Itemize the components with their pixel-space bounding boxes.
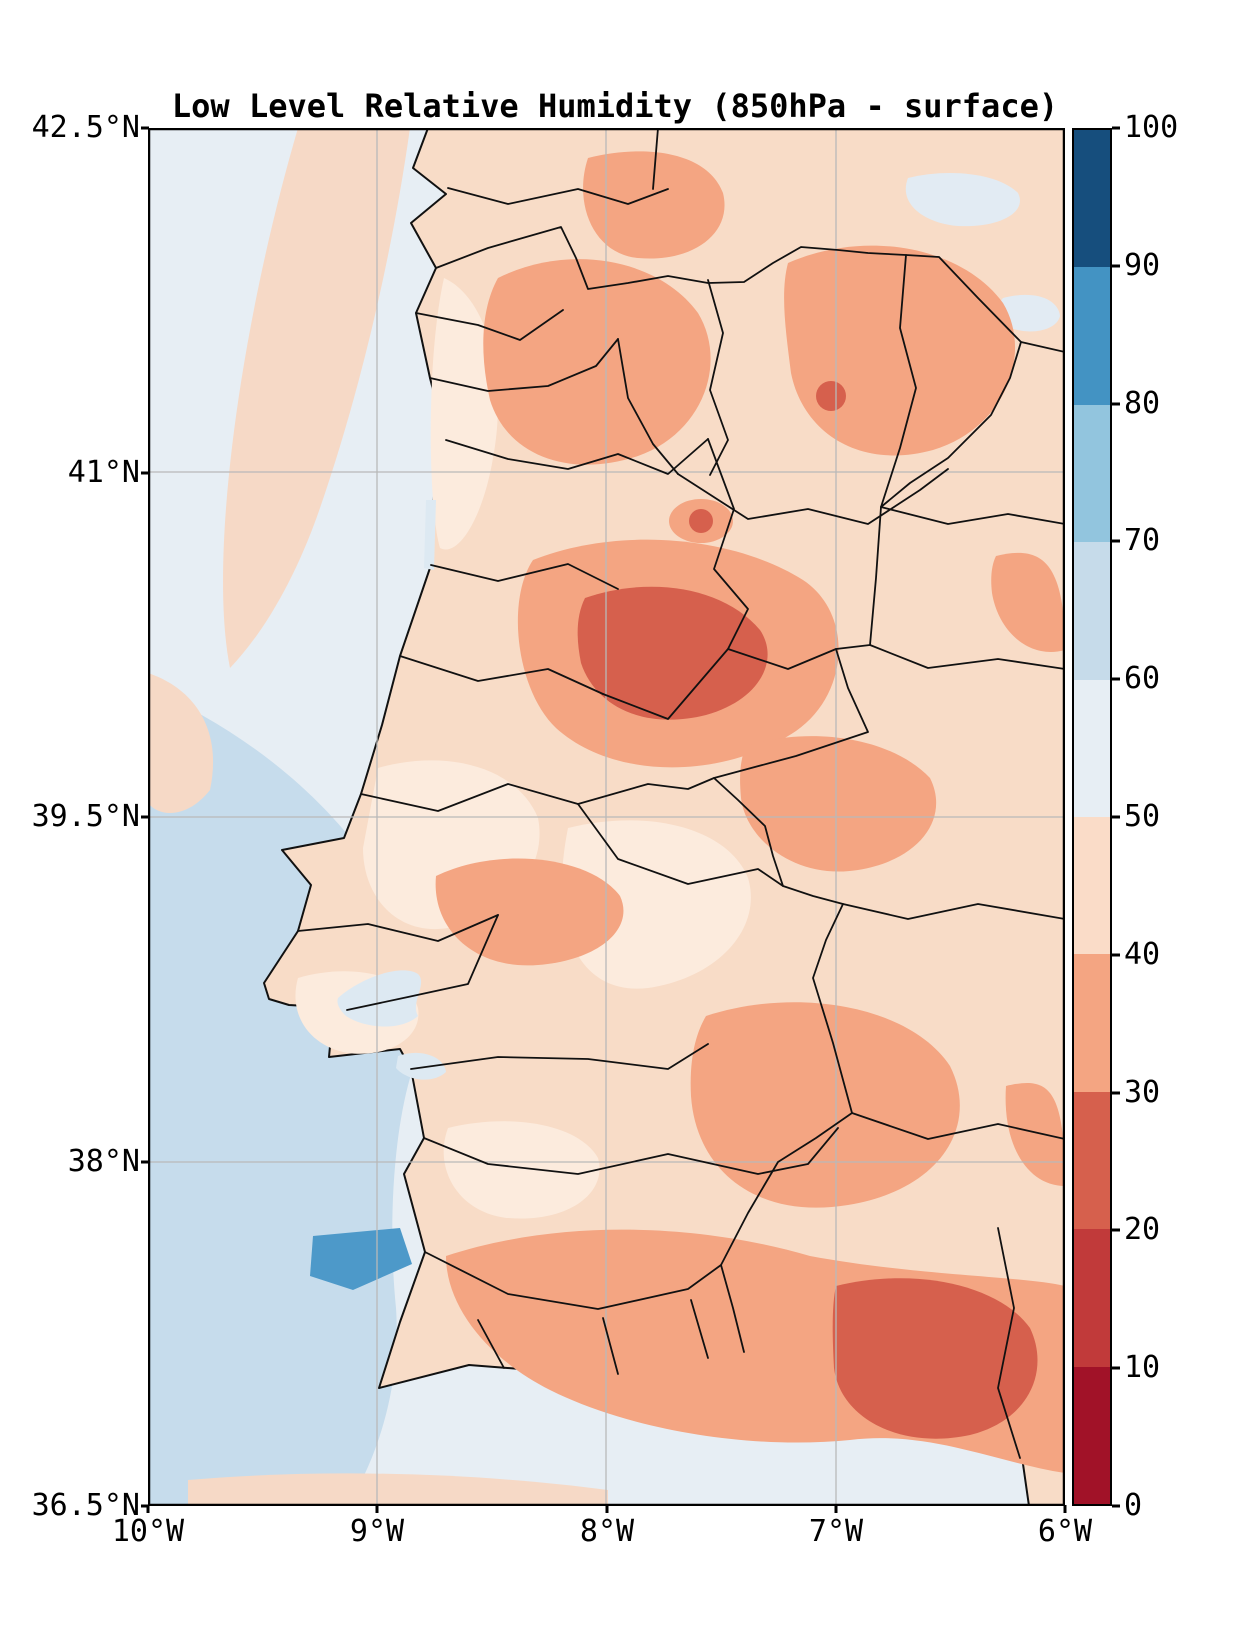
gridlines-layer bbox=[148, 128, 1065, 1506]
cb-tick-0: 0 bbox=[1124, 1487, 1234, 1525]
colorbar-segment bbox=[1074, 1091, 1110, 1230]
cb-tick-100: 100 bbox=[1124, 109, 1234, 147]
offshore-high-humidity-patch bbox=[310, 1228, 412, 1290]
y-tick-39-5n: 39.5°N bbox=[0, 798, 140, 836]
colorbar-segment bbox=[1074, 1229, 1110, 1367]
cb-tick-40: 40 bbox=[1124, 936, 1234, 974]
y-tick-42-5n: 42.5°N bbox=[0, 109, 140, 147]
colorbar bbox=[1072, 128, 1112, 1506]
cb-tick-80: 80 bbox=[1124, 385, 1234, 423]
portugal-humidity-map bbox=[148, 128, 1065, 1506]
cb-tick-10: 10 bbox=[1124, 1349, 1234, 1387]
cb-tick-60: 60 bbox=[1124, 660, 1234, 698]
estuaries bbox=[337, 500, 446, 1080]
colorbar-segment bbox=[1074, 130, 1110, 268]
cb-tick-20: 20 bbox=[1124, 1211, 1234, 1249]
cb-tick-90: 90 bbox=[1124, 247, 1234, 285]
x-tick-7w: 7°W bbox=[746, 1512, 926, 1552]
colorbar-segment bbox=[1074, 954, 1110, 1092]
cb-tick-30: 30 bbox=[1124, 1074, 1234, 1112]
colorbar-segment bbox=[1074, 679, 1110, 818]
colorbar-segment bbox=[1074, 817, 1110, 955]
y-tick-38n: 38°N bbox=[0, 1143, 140, 1181]
colorbar-segment bbox=[1074, 542, 1110, 680]
x-tick-10w: 10°W bbox=[58, 1512, 238, 1552]
x-tick-6w: 6°W bbox=[975, 1512, 1155, 1552]
cb-tick-70: 70 bbox=[1124, 522, 1234, 560]
map-plot-area bbox=[148, 128, 1065, 1506]
colorbar-segment bbox=[1074, 1366, 1110, 1505]
colorbar-segment bbox=[1074, 267, 1110, 405]
colorbar-segment bbox=[1074, 404, 1110, 543]
colorbar-swatches bbox=[1074, 130, 1110, 1505]
x-tick-9w: 9°W bbox=[287, 1512, 467, 1552]
cb-tick-50: 50 bbox=[1124, 798, 1234, 836]
x-tick-8w: 8°W bbox=[517, 1512, 697, 1552]
y-tick-41n: 41°N bbox=[0, 454, 140, 492]
boundaries-layer bbox=[297, 128, 1065, 1459]
portugal-spain-border bbox=[435, 226, 1022, 1353]
title-variable: Low Level Relative Humidity (850hPa - su… bbox=[171, 87, 1059, 125]
